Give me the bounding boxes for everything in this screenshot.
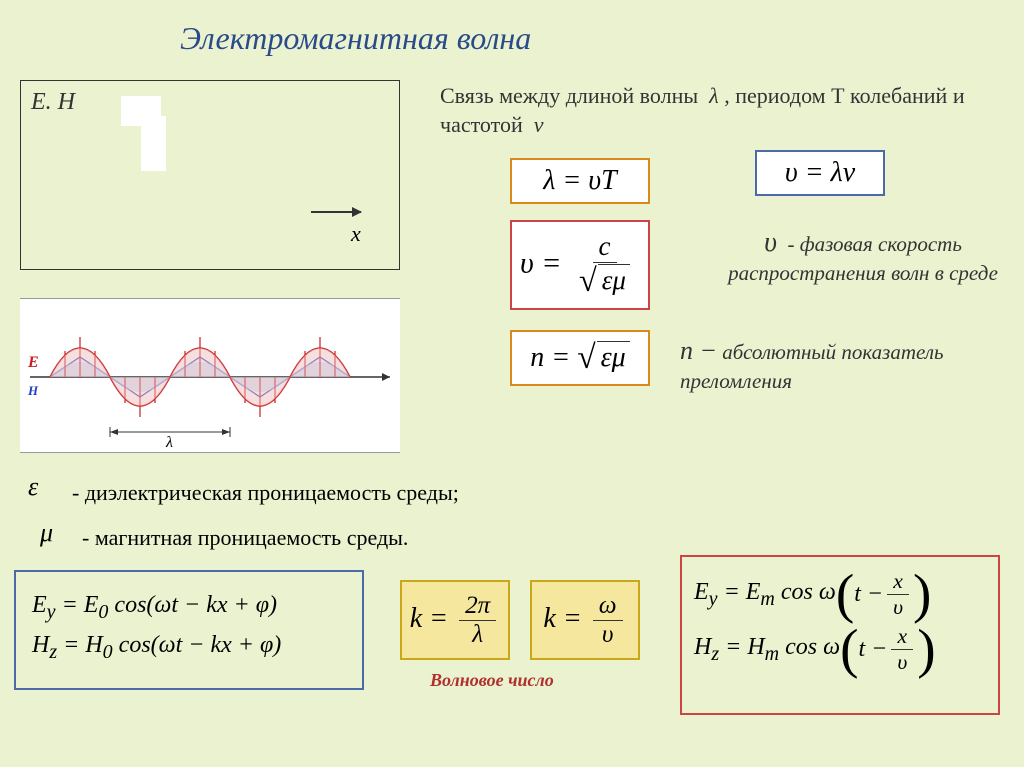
e-field-equation: Ey = E0 cos(ωt − kx + φ) <box>32 592 346 624</box>
h-field-equation: Hz = H0 cos(ωt − kx + φ) <box>32 632 346 664</box>
formula-refractive-index: n = √εμ <box>510 330 650 386</box>
page-title: Электромагнитная волна <box>180 20 531 57</box>
e-field-equation-2: Ey = Em cos ω(t −xυ) <box>694 569 986 620</box>
wave-h-label: H <box>27 383 39 398</box>
formula-v-lambda-nu: υ = λν <box>755 150 885 196</box>
wave-lambda-label: λ <box>165 434 173 451</box>
h-field-equation-2: Hz = Hm cos ω(t −xυ) <box>694 624 986 675</box>
formula-k-lambda: k = 2πλ <box>400 580 510 660</box>
eh-label: E. H <box>31 89 75 116</box>
wavenumber-label: Волновое число <box>430 670 554 691</box>
wave-equation-box-1: Ey = E0 cos(ωt − kx + φ) Hz = H0 cos(ωt … <box>14 570 364 690</box>
x-axis-arrow <box>311 211 361 213</box>
wave-equation-box-2: Ey = Em cos ω(t −xυ) Hz = Hm cos ω(t −xυ… <box>680 555 1000 715</box>
mu-text: - магнитная проницаемость среды. <box>82 525 408 551</box>
epsilon-symbol: ε <box>28 472 38 502</box>
mu-symbol: μ <box>40 518 53 548</box>
wave-e-label: E <box>27 354 39 371</box>
formula-lambda-vt: λ = υT <box>510 158 650 204</box>
x-axis-label: x <box>351 221 361 247</box>
formula-phase-velocity: υ = c√εμ <box>510 220 650 310</box>
wave-diagram: E H λ <box>20 298 400 453</box>
phase-velocity-desc: υ - фазовая скорость распространения вол… <box>718 225 1008 286</box>
white-patch-2 <box>141 116 166 171</box>
relation-text: Связь между длиной волны λ , периодом Т … <box>440 82 1024 139</box>
formula-k-omega: k = ωυ <box>530 580 640 660</box>
refractive-index-desc: n − абсолютный показатель преломления <box>680 335 1000 394</box>
epsilon-text: - диэлектрическая проницаемость среды; <box>72 480 459 506</box>
eh-axes-box: E. H x <box>20 80 400 270</box>
